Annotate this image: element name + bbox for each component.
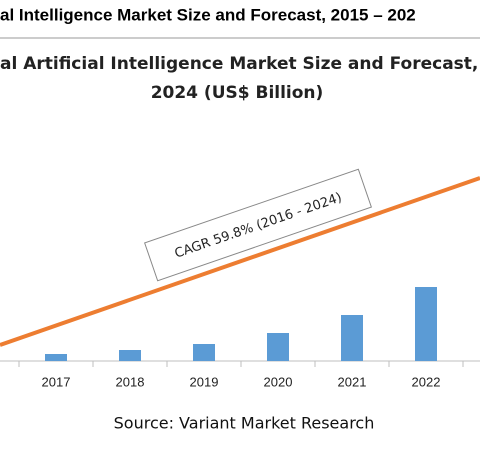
x-tick-label: 2018 [116,374,145,389]
plot: 2017 2018 2019 2020 2021 2022 [18,287,464,389]
bar [45,354,67,361]
page-header: al Intelligence Market Size and Forecast… [0,5,416,24]
bar [119,350,141,361]
chart-title: al Artificial Intelligence Market Size a… [0,54,480,74]
annotation-box [144,168,372,282]
bar [193,344,215,361]
chart-title: 2024 (US$ Billion) [151,83,324,103]
bar [415,287,437,361]
x-tick-label: 2022 [412,374,441,389]
bar [267,333,289,361]
x-tick-label: 2021 [338,374,367,389]
x-tick-label: 2017 [42,374,71,389]
source: Source: Variant Market Research [114,414,375,433]
trend-line [0,176,480,347]
x-tick-label: 2020 [264,374,293,389]
bar [341,315,363,361]
x-tick-label: 2019 [190,374,219,389]
